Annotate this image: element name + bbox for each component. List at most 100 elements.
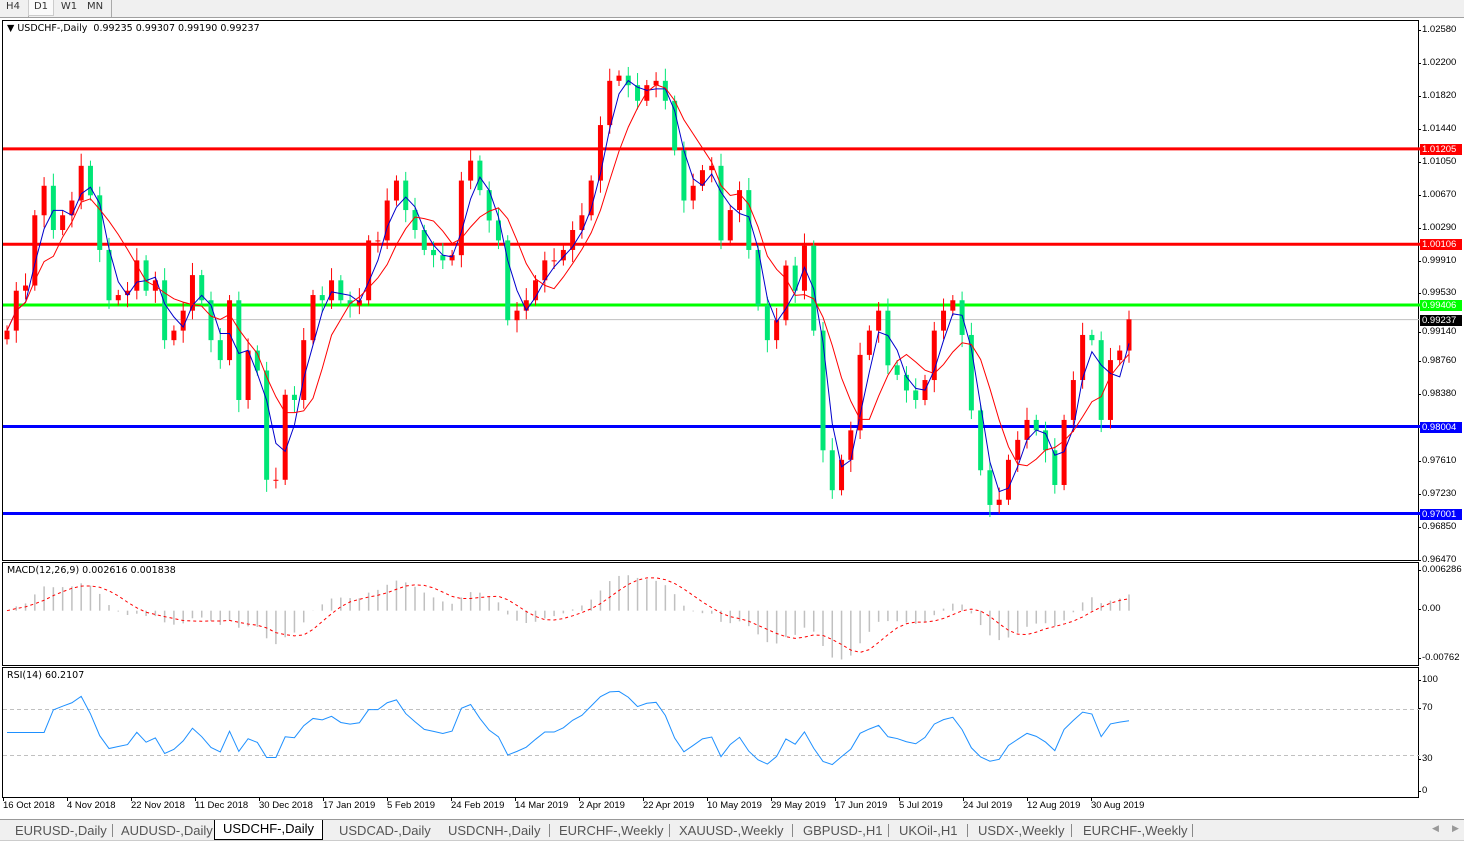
price-chart-pane[interactable]: ▼ USDCHF-,Daily 0.99235 0.99307 0.99190 … bbox=[2, 20, 1420, 561]
price-axis-label: 0.96470 bbox=[1417, 553, 1457, 565]
candle-up bbox=[514, 310, 520, 321]
candle-up bbox=[941, 310, 947, 331]
ma-slow-line bbox=[6, 84, 1130, 467]
tab-usdcnh-daily[interactable]: USDCNH-,Daily bbox=[448, 823, 541, 838]
candle-up bbox=[449, 255, 455, 261]
ma-fast-line bbox=[6, 79, 1130, 493]
candle-up bbox=[32, 215, 38, 286]
candle-up bbox=[1015, 439, 1021, 460]
candle-down bbox=[431, 249, 437, 256]
macd-pane[interactable]: MACD(12,26,9) 0.002616 0.001838 bbox=[2, 562, 1419, 666]
candle-up bbox=[227, 300, 233, 361]
candle-down bbox=[440, 255, 446, 261]
candle-down bbox=[199, 275, 205, 301]
candle-down bbox=[347, 300, 353, 306]
price-axis-label: 0.97230 bbox=[1417, 487, 1457, 499]
candle-up bbox=[727, 210, 733, 241]
tab-usdcad-daily[interactable]: USDCAD-,Daily bbox=[339, 823, 431, 838]
candle-up bbox=[375, 240, 381, 242]
candle-down bbox=[50, 185, 56, 231]
candle-up bbox=[180, 310, 186, 331]
candle-up bbox=[69, 200, 75, 216]
candle-up bbox=[468, 160, 474, 181]
rsi-axis-label: 0 bbox=[1417, 785, 1428, 796]
candle-down bbox=[755, 249, 761, 306]
scroll-left-icon[interactable]: ◀ bbox=[1432, 824, 1439, 834]
timeframe-d1[interactable]: D1 bbox=[28, 0, 54, 16]
macd-axis-label: -0.00762 bbox=[1418, 652, 1460, 663]
level-price-tag: 1.01205 bbox=[1420, 143, 1462, 155]
candle-up bbox=[1070, 380, 1076, 420]
divider bbox=[111, 0, 112, 17]
candle-down bbox=[208, 300, 214, 341]
level-price-tag: 0.97001 bbox=[1420, 508, 1462, 520]
candle-up bbox=[523, 300, 529, 311]
candle-down bbox=[264, 370, 270, 480]
chart-header: ▼ USDCHF-,Daily 0.99235 0.99307 0.99190 … bbox=[7, 23, 260, 34]
candle-down bbox=[792, 265, 798, 291]
candle-up bbox=[23, 285, 29, 291]
candle-up bbox=[245, 350, 251, 400]
candle-up bbox=[310, 295, 316, 341]
tab-divider bbox=[1071, 824, 1072, 837]
candle-down bbox=[319, 295, 325, 301]
candle-up bbox=[1024, 419, 1030, 440]
candle-down bbox=[217, 340, 223, 361]
tab-eurchf-weekly[interactable]: EURCHF-,Weekly bbox=[1083, 823, 1188, 838]
price-axis-label: 1.00670 bbox=[1417, 189, 1457, 201]
date-axis-label: 17 Jan 2019 bbox=[323, 798, 376, 811]
candle-down bbox=[236, 300, 242, 400]
tab-ukoil-h1[interactable]: UKOil-,H1 bbox=[899, 823, 958, 838]
tab-eurchf-weekly[interactable]: EURCHF-,Weekly bbox=[559, 823, 664, 838]
candle-down bbox=[1043, 430, 1049, 451]
date-axis-label: 17 Jun 2019 bbox=[835, 798, 888, 811]
candle-up bbox=[1126, 319, 1132, 351]
date-axis-label: 5 Feb 2019 bbox=[387, 798, 436, 811]
symbol-label: USDCHF-,Daily bbox=[17, 23, 88, 34]
candle-up bbox=[329, 280, 335, 301]
candle-down bbox=[421, 230, 427, 250]
candle-up bbox=[551, 260, 557, 262]
tab-xauusd-weekly[interactable]: XAUUSD-,Weekly bbox=[679, 823, 784, 838]
rsi-pane[interactable]: RSI(14) 60.2107 bbox=[2, 667, 1420, 798]
tab-divider bbox=[1192, 824, 1193, 837]
tab-usdchf-daily[interactable]: USDCHF-,Daily bbox=[214, 820, 323, 840]
candle-down bbox=[894, 365, 900, 375]
price-axis-label: 0.98380 bbox=[1417, 387, 1457, 399]
price-axis-label: 1.01820 bbox=[1417, 89, 1457, 101]
candle-up bbox=[60, 215, 66, 231]
candle-down bbox=[477, 160, 483, 191]
candle-down bbox=[978, 410, 984, 471]
price-axis-label: 0.99530 bbox=[1417, 286, 1457, 298]
candle-up bbox=[579, 215, 585, 231]
date-axis-label: 4 Nov 2018 bbox=[67, 798, 116, 811]
candle-up bbox=[848, 430, 854, 460]
tab-usdx-weekly[interactable]: USDX-,Weekly bbox=[978, 823, 1065, 838]
tab-divider bbox=[112, 824, 113, 837]
candle-up bbox=[171, 330, 177, 341]
scroll-right-icon[interactable]: ▶ bbox=[1452, 824, 1459, 834]
candle-down bbox=[143, 260, 149, 291]
date-axis-label: 12 Aug 2019 bbox=[1027, 798, 1081, 811]
price-axis-label: 1.01440 bbox=[1417, 122, 1457, 134]
rsi-line bbox=[7, 690, 1130, 766]
timeframe-h4[interactable]: H4 bbox=[6, 1, 20, 12]
macd-label: MACD(12,26,9) 0.002616 0.001838 bbox=[7, 565, 176, 576]
candle-up bbox=[301, 340, 307, 400]
date-axis-label: 14 Mar 2019 bbox=[515, 798, 569, 811]
collapse-triangle-icon[interactable]: ▼ bbox=[7, 23, 15, 34]
candle-up bbox=[152, 280, 158, 291]
candle-down bbox=[1098, 340, 1104, 420]
ohlc-values: 0.99235 0.99307 0.99190 0.99237 bbox=[93, 23, 260, 34]
timeframe-mn[interactable]: MN bbox=[86, 1, 104, 12]
candle-up bbox=[783, 265, 789, 321]
rsi-chart bbox=[3, 690, 1420, 766]
rsi-axis-label: 70 bbox=[1418, 702, 1433, 713]
candle-up bbox=[542, 260, 548, 281]
tab-gbpusd-h1[interactable]: GBPUSD-,H1 bbox=[803, 823, 883, 838]
candle-up bbox=[1061, 419, 1067, 485]
tab-eurusd-daily[interactable]: EURUSD-,Daily bbox=[15, 823, 107, 838]
tab-audusd-daily[interactable]: AUDUSD-,Daily bbox=[121, 823, 213, 838]
macd-signal-line bbox=[6, 577, 1130, 653]
timeframe-w1[interactable]: W1 bbox=[60, 1, 78, 12]
